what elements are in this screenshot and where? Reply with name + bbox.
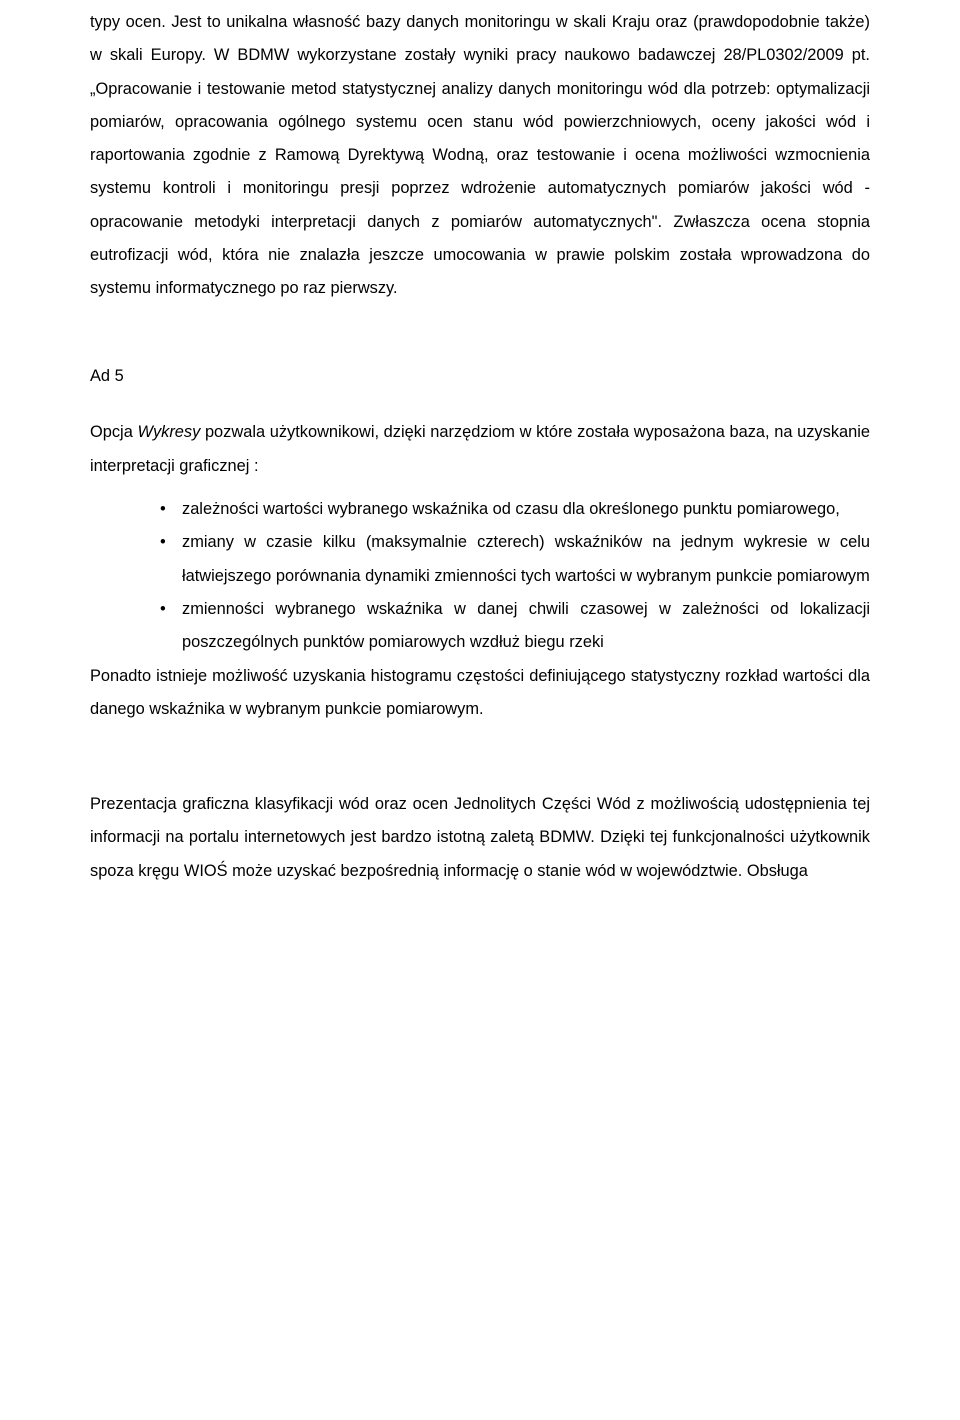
paragraph-1: typy ocen. Jest to unikalna własność baz…: [90, 6, 870, 306]
list-item: zmienności wybranego wskaźnika w danej c…: [160, 593, 870, 660]
spacer: [90, 736, 870, 788]
paragraph-3: Ponadto istnieje możliwość uzyskania his…: [90, 660, 870, 727]
paragraph-2: Opcja Wykresy pozwala użytkownikowi, dzi…: [90, 416, 870, 483]
section-heading-ad5: Ad 5: [90, 360, 870, 393]
list-item: zależności wartości wybranego wskaźnika …: [160, 493, 870, 526]
p2-pre-text: Opcja: [90, 423, 137, 441]
list-item: zmiany w czasie kilku (maksymalnie czter…: [160, 526, 870, 593]
bullet-list: zależności wartości wybranego wskaźnika …: [90, 493, 870, 659]
p2-post-text: pozwala użytkownikowi, dzięki narzędziom…: [90, 423, 870, 474]
paragraph-4: Prezentacja graficzna klasyfikacji wód o…: [90, 788, 870, 888]
p2-italic-word: Wykresy: [137, 423, 200, 441]
